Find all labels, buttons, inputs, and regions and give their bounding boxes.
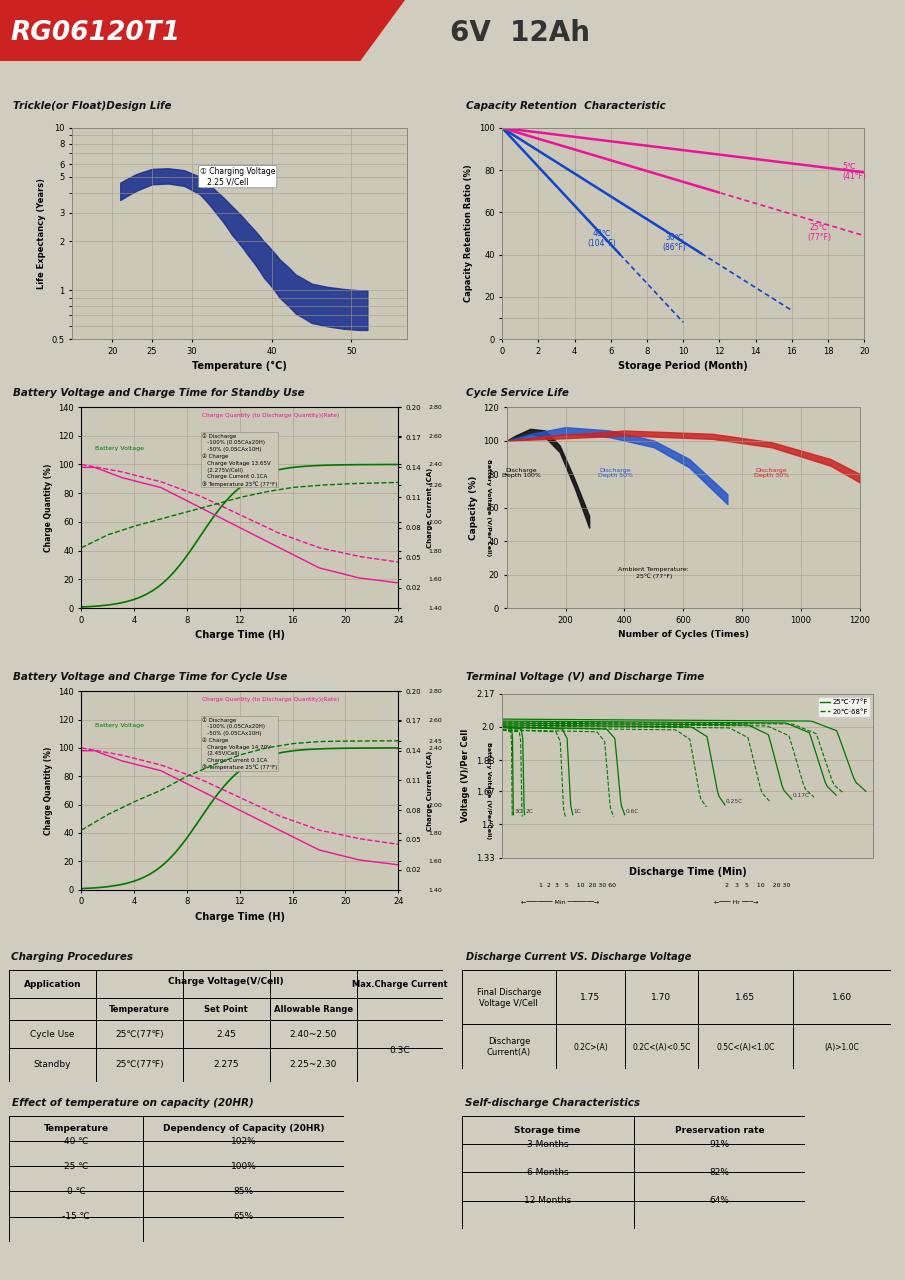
Text: 2C: 2C — [526, 809, 534, 814]
Text: 3 Months: 3 Months — [527, 1139, 568, 1149]
Text: Battery Voltage and Charge Time for Standby Use: Battery Voltage and Charge Time for Stan… — [14, 388, 305, 398]
Text: 6 Months: 6 Months — [527, 1167, 568, 1178]
Y-axis label: Charge Quantity (%): Charge Quantity (%) — [43, 746, 52, 835]
Text: 102%: 102% — [231, 1137, 256, 1146]
Y-axis label: Charge Current (CA): Charge Current (CA) — [427, 750, 433, 831]
Text: 0 ℃: 0 ℃ — [67, 1187, 85, 1196]
Y-axis label: Battery Voltage (V/Per Cell): Battery Voltage (V/Per Cell) — [486, 742, 491, 838]
Text: Charging Procedures: Charging Procedures — [11, 952, 133, 961]
Text: Battery Voltage: Battery Voltage — [95, 723, 144, 727]
X-axis label: Charge Time (H): Charge Time (H) — [195, 911, 285, 922]
Text: 65%: 65% — [233, 1212, 253, 1221]
Text: Storage time: Storage time — [514, 1126, 581, 1135]
Text: ←─────── Min ───────→: ←─────── Min ───────→ — [521, 900, 599, 905]
Text: 25℃
(77°F): 25℃ (77°F) — [807, 223, 831, 242]
Text: 5℃
(41°F): 5℃ (41°F) — [843, 161, 866, 180]
Text: 91%: 91% — [710, 1139, 729, 1149]
X-axis label: Number of Cycles (Times): Number of Cycles (Times) — [618, 630, 748, 639]
Text: Cycle Service Life: Cycle Service Life — [466, 388, 568, 398]
Text: (A)>1.0C: (A)>1.0C — [824, 1043, 860, 1052]
Text: 25 ℃: 25 ℃ — [64, 1162, 88, 1171]
Text: Charge Voltage(V/Cell): Charge Voltage(V/Cell) — [168, 977, 284, 986]
Text: Battery Voltage: Battery Voltage — [95, 447, 144, 451]
Text: Discharge
Depth 50%: Discharge Depth 50% — [598, 467, 634, 479]
Y-axis label: Life Expectancy (Years): Life Expectancy (Years) — [37, 178, 46, 289]
Text: Preservation rate: Preservation rate — [674, 1126, 765, 1135]
Text: Dependency of Capacity (20HR): Dependency of Capacity (20HR) — [163, 1124, 324, 1133]
Text: 82%: 82% — [710, 1167, 729, 1178]
Text: Charge Quantity (to Discharge Quantity)(Rate): Charge Quantity (to Discharge Quantity)(… — [202, 698, 339, 703]
Text: -15 ℃: -15 ℃ — [62, 1212, 90, 1221]
Text: 0.2C<(A)<0.5C: 0.2C<(A)<0.5C — [633, 1043, 691, 1052]
Text: Ambient Temperature:
25℃ (77°F): Ambient Temperature: 25℃ (77°F) — [618, 567, 690, 579]
Text: 2.45: 2.45 — [216, 1030, 236, 1039]
Text: 12 Months: 12 Months — [524, 1196, 571, 1206]
Legend: 25℃·77°F, 20℃·68°F: 25℃·77°F, 20℃·68°F — [818, 698, 870, 717]
Text: 0.2C>(A): 0.2C>(A) — [573, 1043, 608, 1052]
Text: Allowable Range: Allowable Range — [273, 1005, 353, 1014]
Text: 0.3C: 0.3C — [390, 1046, 410, 1055]
Text: 40 ℃: 40 ℃ — [64, 1137, 88, 1146]
Text: Self-discharge Characteristics: Self-discharge Characteristics — [465, 1098, 640, 1107]
Text: Charge Quantity (to Discharge Quantity)(Rate): Charge Quantity (to Discharge Quantity)(… — [202, 413, 339, 419]
Text: Capacity Retention  Characteristic: Capacity Retention Characteristic — [466, 101, 666, 111]
Text: 2.275: 2.275 — [214, 1060, 239, 1069]
Text: Discharge Current VS. Discharge Voltage: Discharge Current VS. Discharge Voltage — [466, 952, 691, 961]
Text: 100%: 100% — [231, 1162, 256, 1171]
Text: ←─── Hr ───→: ←─── Hr ───→ — [714, 900, 758, 905]
Y-axis label: Charge Current (CA): Charge Current (CA) — [427, 467, 433, 548]
Text: 1.65: 1.65 — [735, 993, 756, 1002]
Text: Terminal Voltage (V) and Discharge Time: Terminal Voltage (V) and Discharge Time — [466, 672, 704, 682]
Text: 1.75: 1.75 — [580, 993, 601, 1002]
Text: 25℃(77℉): 25℃(77℉) — [115, 1030, 164, 1039]
Text: Discharge Time (Min): Discharge Time (Min) — [629, 868, 747, 877]
Text: Max.Charge Current: Max.Charge Current — [352, 980, 448, 989]
Text: Cycle Use: Cycle Use — [30, 1030, 75, 1039]
Text: Discharge
Depth 30%: Discharge Depth 30% — [754, 467, 789, 479]
Text: 40℃
(104°F): 40℃ (104°F) — [587, 229, 616, 248]
Text: ① Charging Voltage
   2.25 V/Cell: ① Charging Voltage 2.25 V/Cell — [200, 166, 275, 187]
Text: Final Discharge
Voltage V/Cell: Final Discharge Voltage V/Cell — [477, 988, 541, 1007]
Text: Battery Voltage and Charge Time for Cycle Use: Battery Voltage and Charge Time for Cycl… — [14, 672, 288, 682]
Y-axis label: Capacity (%): Capacity (%) — [469, 475, 478, 540]
Text: 2.40~2.50: 2.40~2.50 — [290, 1030, 337, 1039]
Text: ① Discharge
   -100% (0.05CAx20H)
   -50% (0.05CAx10H)
② Charge
   Charge Voltag: ① Discharge -100% (0.05CAx20H) -50% (0.0… — [202, 433, 277, 486]
Text: 0.25C: 0.25C — [726, 799, 743, 804]
Text: 6V  12Ah: 6V 12Ah — [450, 19, 590, 47]
Text: 64%: 64% — [710, 1196, 729, 1206]
Text: Discharge
Depth 100%: Discharge Depth 100% — [502, 467, 541, 479]
Text: 3C: 3C — [515, 809, 522, 814]
Text: Standby: Standby — [33, 1060, 71, 1069]
Text: Temperature: Temperature — [43, 1124, 109, 1133]
Text: 0.6C: 0.6C — [626, 809, 639, 814]
Text: 1.70: 1.70 — [652, 993, 672, 1002]
X-axis label: Temperature (°C): Temperature (°C) — [193, 361, 287, 371]
Text: Discharge
Current(A): Discharge Current(A) — [487, 1037, 531, 1057]
Text: Effect of temperature on capacity (20HR): Effect of temperature on capacity (20HR) — [13, 1098, 254, 1107]
Text: 1  2  3   5    10  20 30 60: 1 2 3 5 10 20 30 60 — [539, 883, 616, 888]
Text: 2.25~2.30: 2.25~2.30 — [290, 1060, 337, 1069]
Polygon shape — [0, 0, 405, 61]
Y-axis label: Battery Voltage (V/Per Cell): Battery Voltage (V/Per Cell) — [486, 460, 491, 556]
Y-axis label: Capacity Retention Ratio (%): Capacity Retention Ratio (%) — [464, 165, 473, 302]
Text: 25℃(77℉): 25℃(77℉) — [115, 1060, 164, 1069]
Text: 1.60: 1.60 — [832, 993, 852, 1002]
X-axis label: Charge Time (H): Charge Time (H) — [195, 630, 285, 640]
X-axis label: Storage Period (Month): Storage Period (Month) — [618, 361, 748, 371]
Text: Application: Application — [24, 980, 81, 989]
Y-axis label: Voltage (V)/Per Cell: Voltage (V)/Per Cell — [462, 730, 471, 822]
Text: Trickle(or Float)Design Life: Trickle(or Float)Design Life — [13, 101, 172, 111]
Text: 0.5C<(A)<1.0C: 0.5C<(A)<1.0C — [716, 1043, 775, 1052]
Y-axis label: Charge Quantity (%): Charge Quantity (%) — [43, 463, 52, 552]
Text: 30℃
(86°F): 30℃ (86°F) — [662, 233, 686, 252]
Text: 2   3   5    10    20 30: 2 3 5 10 20 30 — [725, 883, 790, 888]
Text: Set Point: Set Point — [205, 1005, 248, 1014]
Text: ① Discharge
   -100% (0.05CAx20H)
   -50% (0.05CAx10H)
② Charge
   Charge Voltag: ① Discharge -100% (0.05CAx20H) -50% (0.0… — [202, 717, 277, 771]
Text: 85%: 85% — [233, 1187, 253, 1196]
Text: 0.17C: 0.17C — [793, 794, 810, 799]
Text: 1C: 1C — [574, 809, 582, 814]
Text: Temperature: Temperature — [109, 1005, 170, 1014]
Text: RG06120T1: RG06120T1 — [10, 20, 180, 46]
